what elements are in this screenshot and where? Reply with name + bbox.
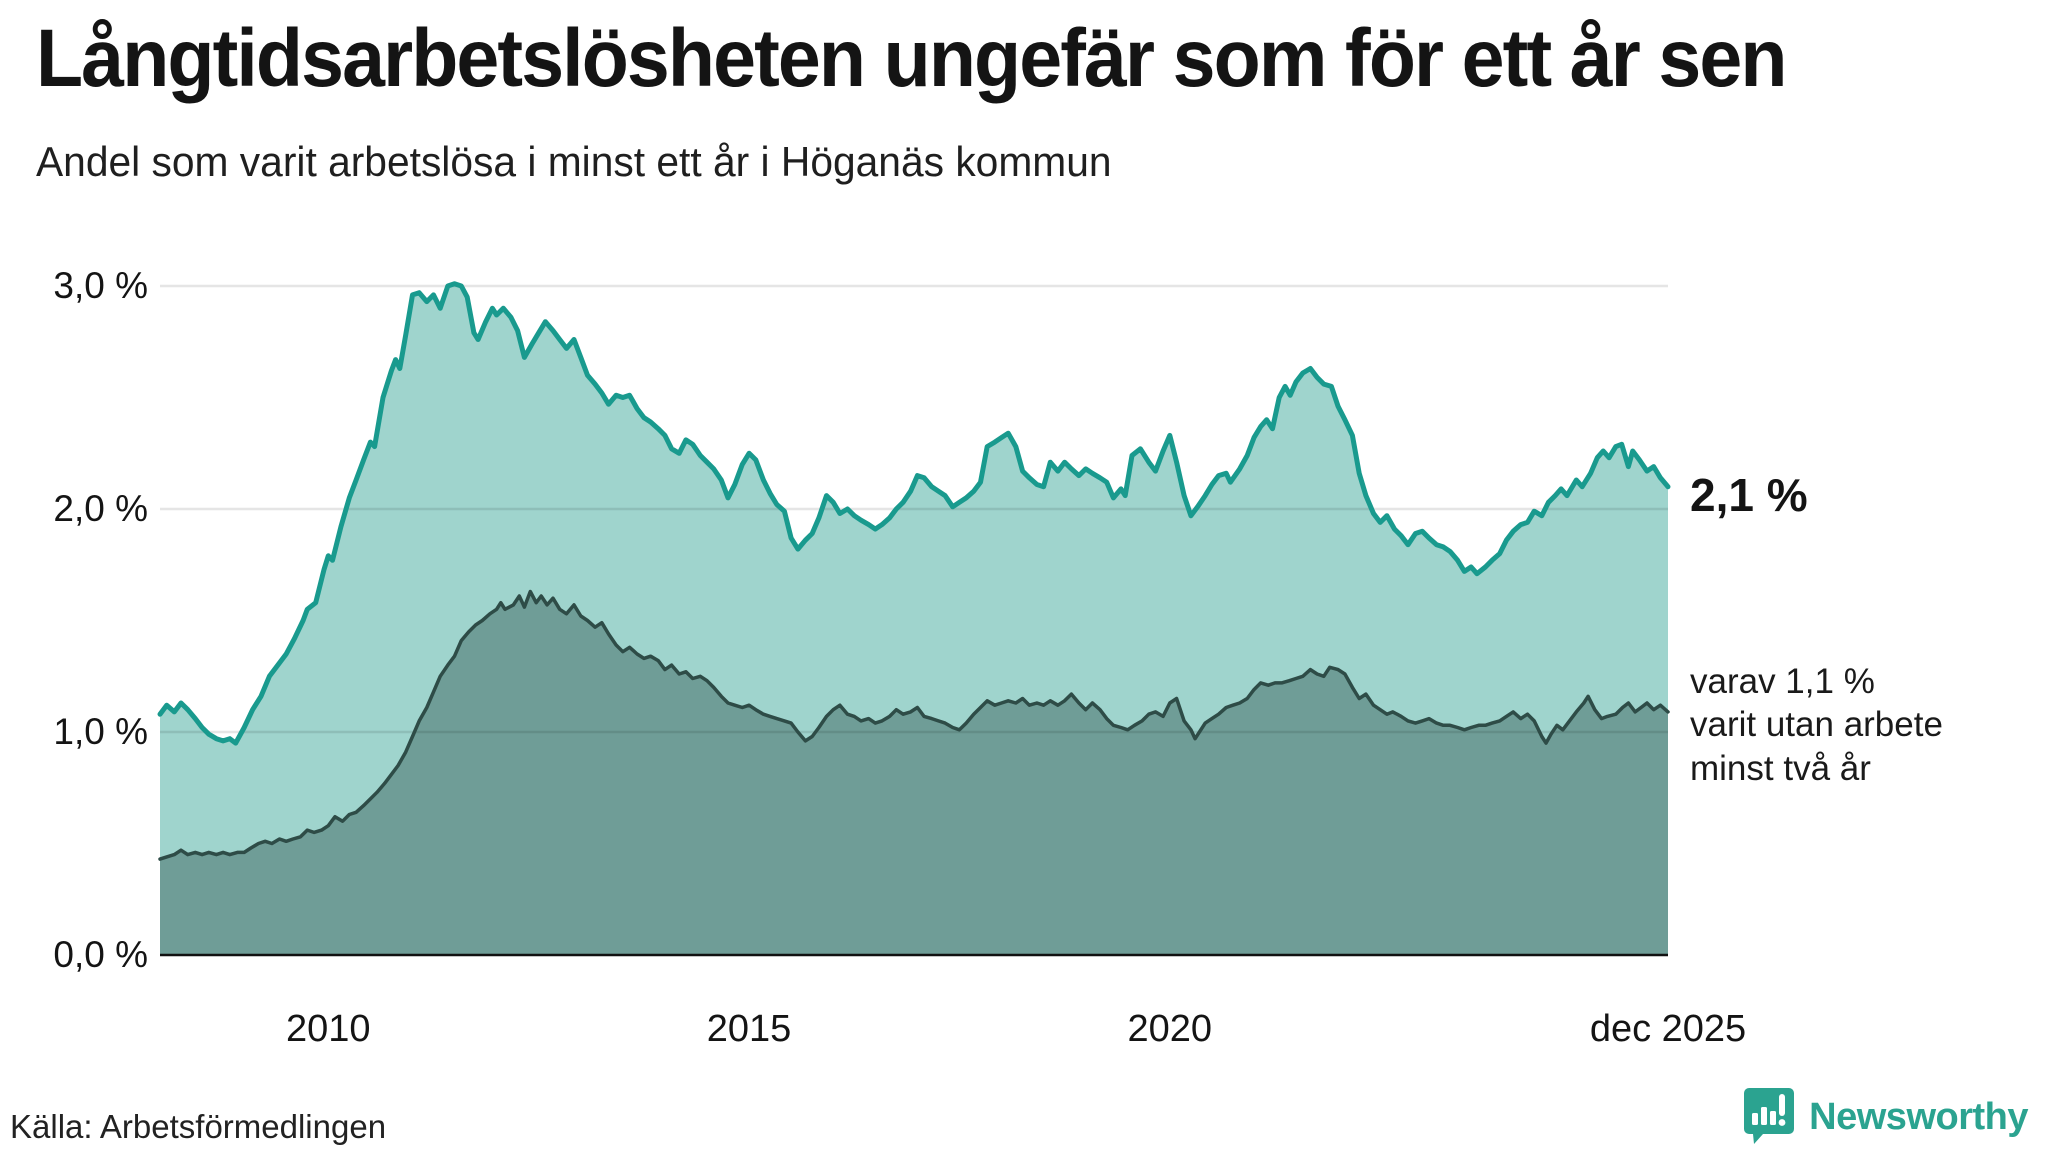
series-line-1 [158,589,1670,861]
series-area-1 [160,591,1668,955]
y-tick-label: 3,0 % [53,265,148,306]
page-title: Långtidsarbetslösheten ungefär som för e… [36,13,1787,104]
series-end-value-label: 2,1 % [1690,469,1808,521]
brand-name: Newsworthy [1809,1096,2028,1138]
series-annotation: varav 1,1 % varit utan arbete minst två … [1690,662,1943,788]
source-credit: Källa: Arbetsförmedlingen [10,1108,387,1145]
y-tick-label: 1,0 % [53,711,148,752]
y-tick-label: 2,0 % [53,488,148,529]
x-tick-label: dec 2025 [1589,1008,1747,1050]
x-tick-label: 2010 [286,1008,371,1050]
y-tick-label: 0,0 % [53,934,148,975]
x-tick-label: 2015 [706,1008,792,1050]
series-line-0 [157,281,1671,746]
page-subtitle: Andel som varit arbetslösa i minst ett å… [36,138,1112,185]
newsworthy-bubble-chart-icon [1743,1086,1795,1149]
x-tick-label: 2020 [1127,1008,1213,1050]
brand-logo: Newsworthy [1743,1086,2028,1149]
